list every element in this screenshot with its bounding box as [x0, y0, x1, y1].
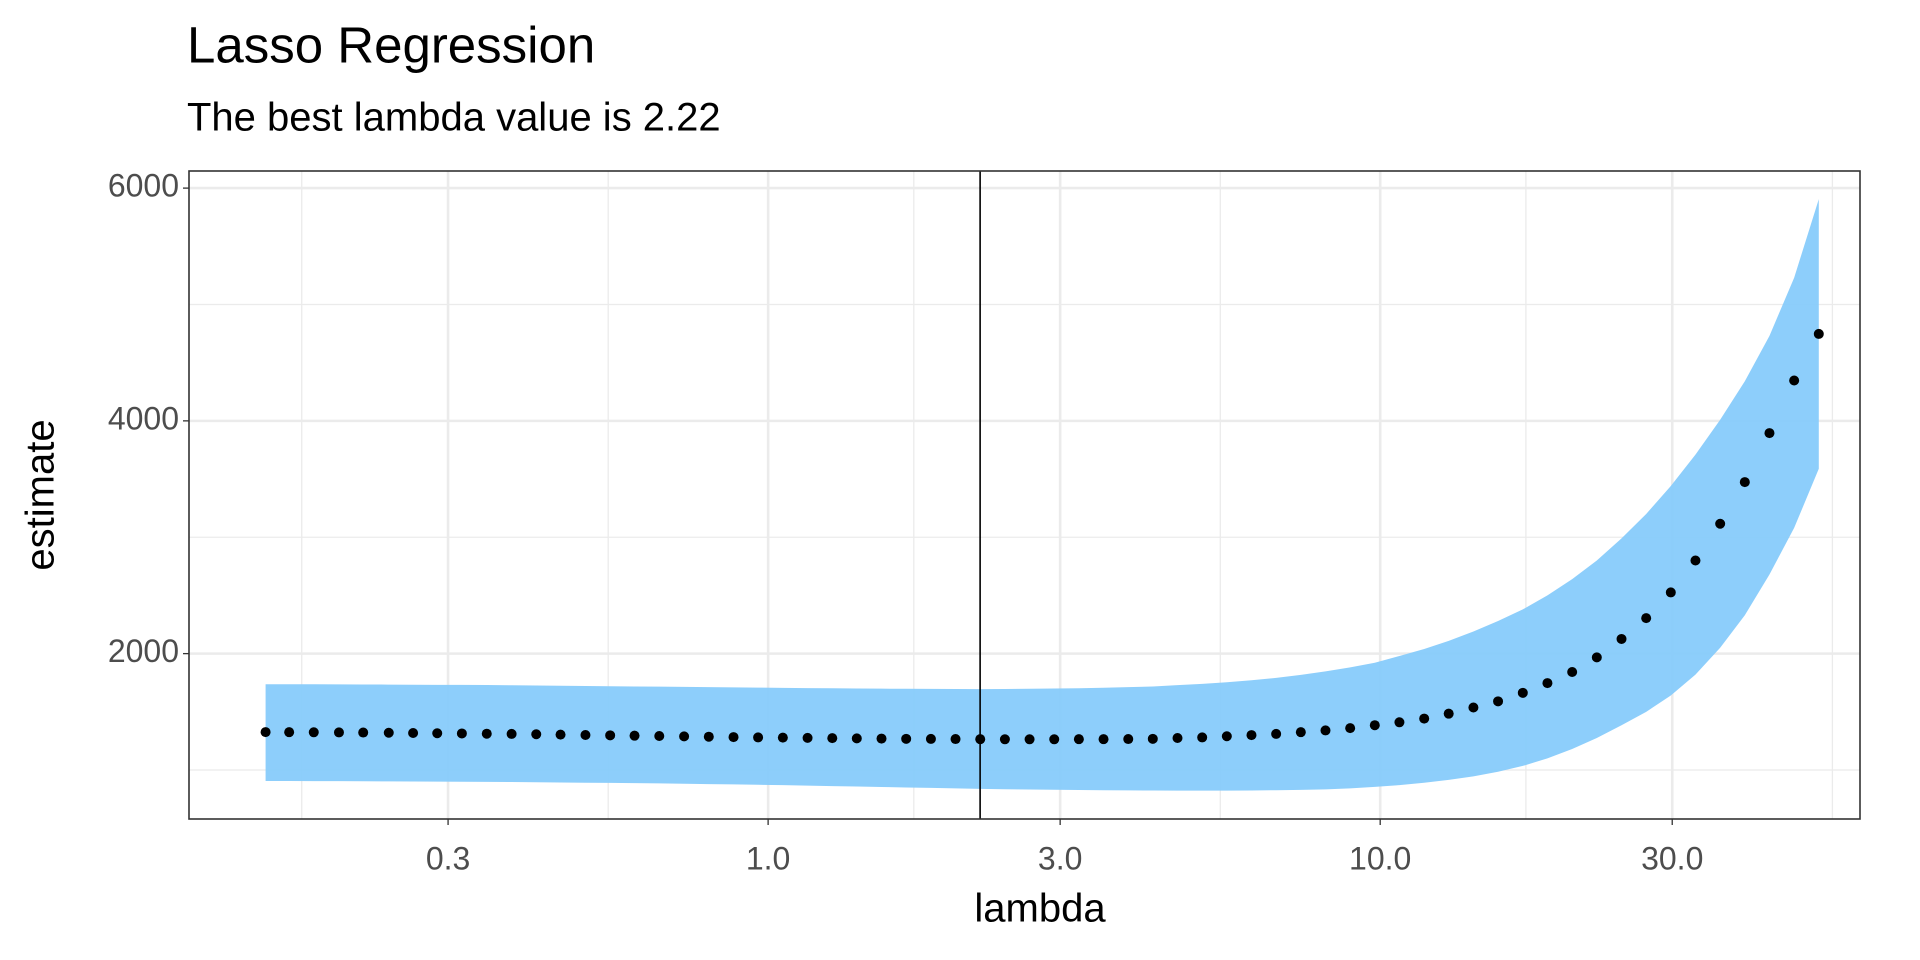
point — [629, 730, 640, 741]
point — [654, 731, 665, 742]
y-tick-label: 6000 — [108, 168, 179, 204]
point — [1024, 734, 1035, 745]
point — [1295, 727, 1306, 738]
x-tick-label: 30.0 — [1641, 840, 1703, 876]
point — [851, 733, 862, 744]
point — [1517, 687, 1528, 698]
point — [308, 727, 319, 738]
point — [999, 734, 1010, 745]
point — [1098, 734, 1109, 745]
point — [777, 732, 788, 743]
x-tick-label: 10.0 — [1349, 840, 1411, 876]
point — [580, 729, 591, 740]
point — [1542, 678, 1553, 689]
point — [950, 734, 961, 745]
point — [1616, 633, 1627, 644]
point — [1271, 728, 1282, 739]
point — [1641, 613, 1652, 624]
point — [1468, 702, 1479, 713]
point — [1567, 667, 1578, 678]
point — [1715, 518, 1726, 529]
point — [1665, 587, 1676, 598]
point — [605, 730, 616, 741]
y-tick-label: 4000 — [108, 400, 179, 436]
point — [1320, 725, 1331, 736]
point — [1221, 731, 1232, 742]
point — [802, 732, 813, 743]
x-axis-title: lambda — [974, 887, 1106, 931]
point — [1369, 720, 1380, 731]
chart-subtitle: The best lambda value is 2.22 — [187, 96, 721, 140]
y-axis-title: estimate — [19, 419, 63, 570]
point — [925, 733, 936, 744]
point — [408, 727, 419, 738]
point — [876, 733, 887, 744]
point — [1123, 734, 1134, 745]
point — [901, 733, 912, 744]
point — [1813, 328, 1824, 339]
point — [1789, 375, 1800, 386]
point — [975, 734, 986, 745]
point — [1739, 477, 1750, 488]
x-tick-label: 0.3 — [426, 840, 470, 876]
point — [456, 728, 467, 739]
point — [728, 732, 739, 743]
point — [679, 731, 690, 742]
point — [358, 727, 369, 738]
point — [827, 733, 838, 744]
point — [506, 728, 517, 739]
point — [1197, 732, 1208, 743]
point — [432, 728, 443, 739]
plot-border — [188, 170, 1861, 820]
point — [1493, 696, 1504, 707]
point — [284, 727, 295, 738]
point — [555, 729, 566, 740]
point — [260, 727, 271, 738]
x-tick-label: 3.0 — [1038, 840, 1082, 876]
point — [531, 729, 542, 740]
point — [1049, 734, 1060, 745]
point — [1172, 733, 1183, 743]
confidence-band — [265, 199, 1819, 791]
chart-title: Lasso Regression — [187, 16, 595, 73]
point — [703, 731, 714, 742]
point — [1394, 717, 1405, 728]
point — [1246, 730, 1257, 741]
point — [1345, 723, 1356, 734]
x-tick-label: 1.0 — [746, 840, 790, 876]
y-tick-label: 2000 — [108, 633, 179, 669]
point — [333, 727, 344, 738]
point — [1690, 555, 1701, 566]
point — [383, 727, 394, 738]
point — [1147, 733, 1158, 744]
point — [1443, 708, 1454, 719]
point — [1419, 713, 1430, 724]
point — [753, 732, 764, 743]
point — [1764, 428, 1775, 439]
point — [481, 728, 492, 739]
point — [1591, 652, 1602, 663]
point — [1073, 734, 1084, 745]
